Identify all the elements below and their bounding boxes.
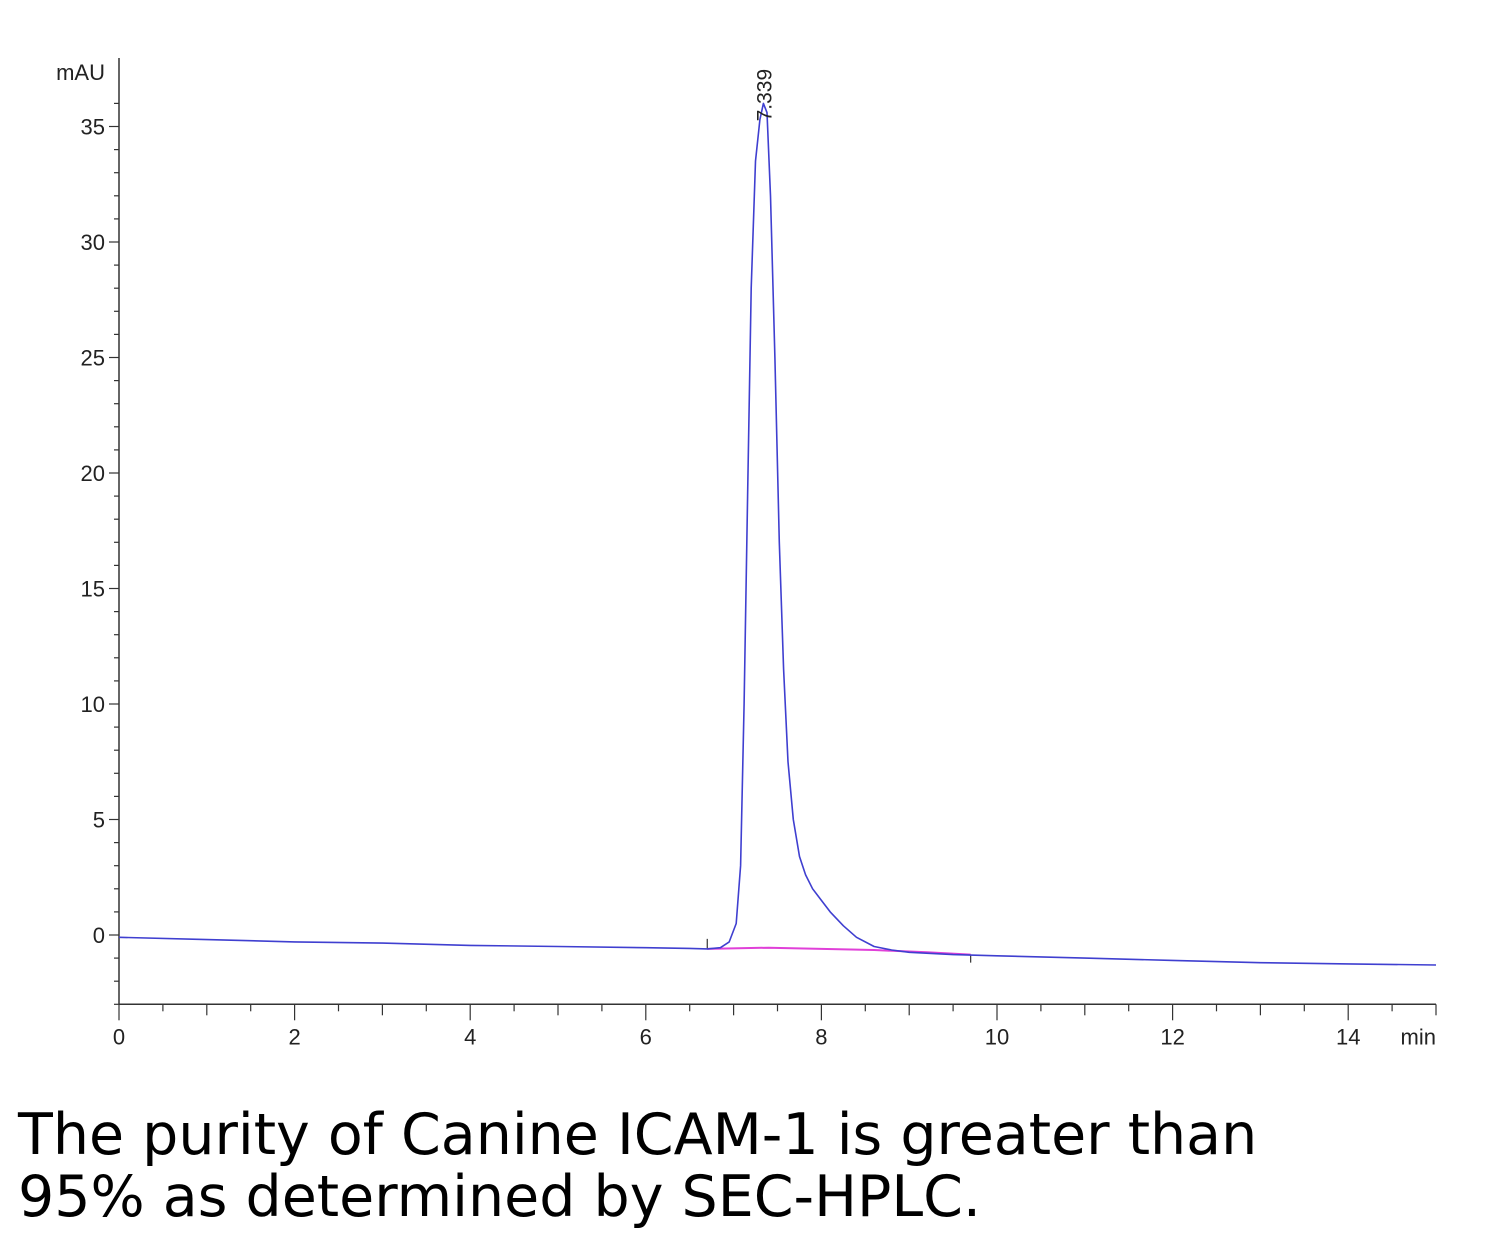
y-tick-label: 0 xyxy=(93,923,105,948)
x-tick-label: 2 xyxy=(288,1024,300,1049)
figure-caption: The purity of Canine ICAM-1 is greater t… xyxy=(18,1104,1478,1228)
signal-trace xyxy=(118,102,1437,966)
x-tick-label: 14 xyxy=(1336,1024,1360,1049)
x-axis-label: min xyxy=(1401,1024,1436,1049)
caption-line-2: 95% as determined by SEC-HPLC. xyxy=(18,1164,982,1230)
y-tick-label: 15 xyxy=(81,577,105,602)
peak-label: 7.339 xyxy=(753,69,776,122)
x-tick-label: 0 xyxy=(113,1024,125,1049)
x-tick-label: 8 xyxy=(815,1024,827,1049)
y-tick-label: 30 xyxy=(81,230,105,255)
series-line xyxy=(118,102,1437,966)
y-tick-label: 20 xyxy=(81,461,105,486)
axis-labels: 0 5 10 15 20 25 30 35 mAU 0 2 4 6 8 10 12 14 min 7.339 xyxy=(56,60,1436,1049)
y-tick-label: 10 xyxy=(81,692,105,717)
y-tick-label: 35 xyxy=(81,115,105,140)
x-tick-label: 12 xyxy=(1160,1024,1184,1049)
axes xyxy=(109,58,1437,1021)
x-tick-label: 6 xyxy=(640,1024,652,1049)
y-axis-label: mAU xyxy=(56,60,105,85)
chromatogram-chart: 0 5 10 15 20 25 30 35 mAU 0 2 4 6 8 10 12 14 min 7.339 xyxy=(56,58,1437,1049)
caption-line-1: The purity of Canine ICAM-1 is greater t… xyxy=(18,1102,1258,1168)
x-tick-label: 10 xyxy=(985,1024,1009,1049)
y-tick-label: 5 xyxy=(93,808,105,833)
y-tick-label: 25 xyxy=(81,346,105,371)
x-tick-label: 4 xyxy=(464,1024,476,1049)
integration-baseline xyxy=(706,938,972,963)
baseline-line xyxy=(707,946,971,956)
